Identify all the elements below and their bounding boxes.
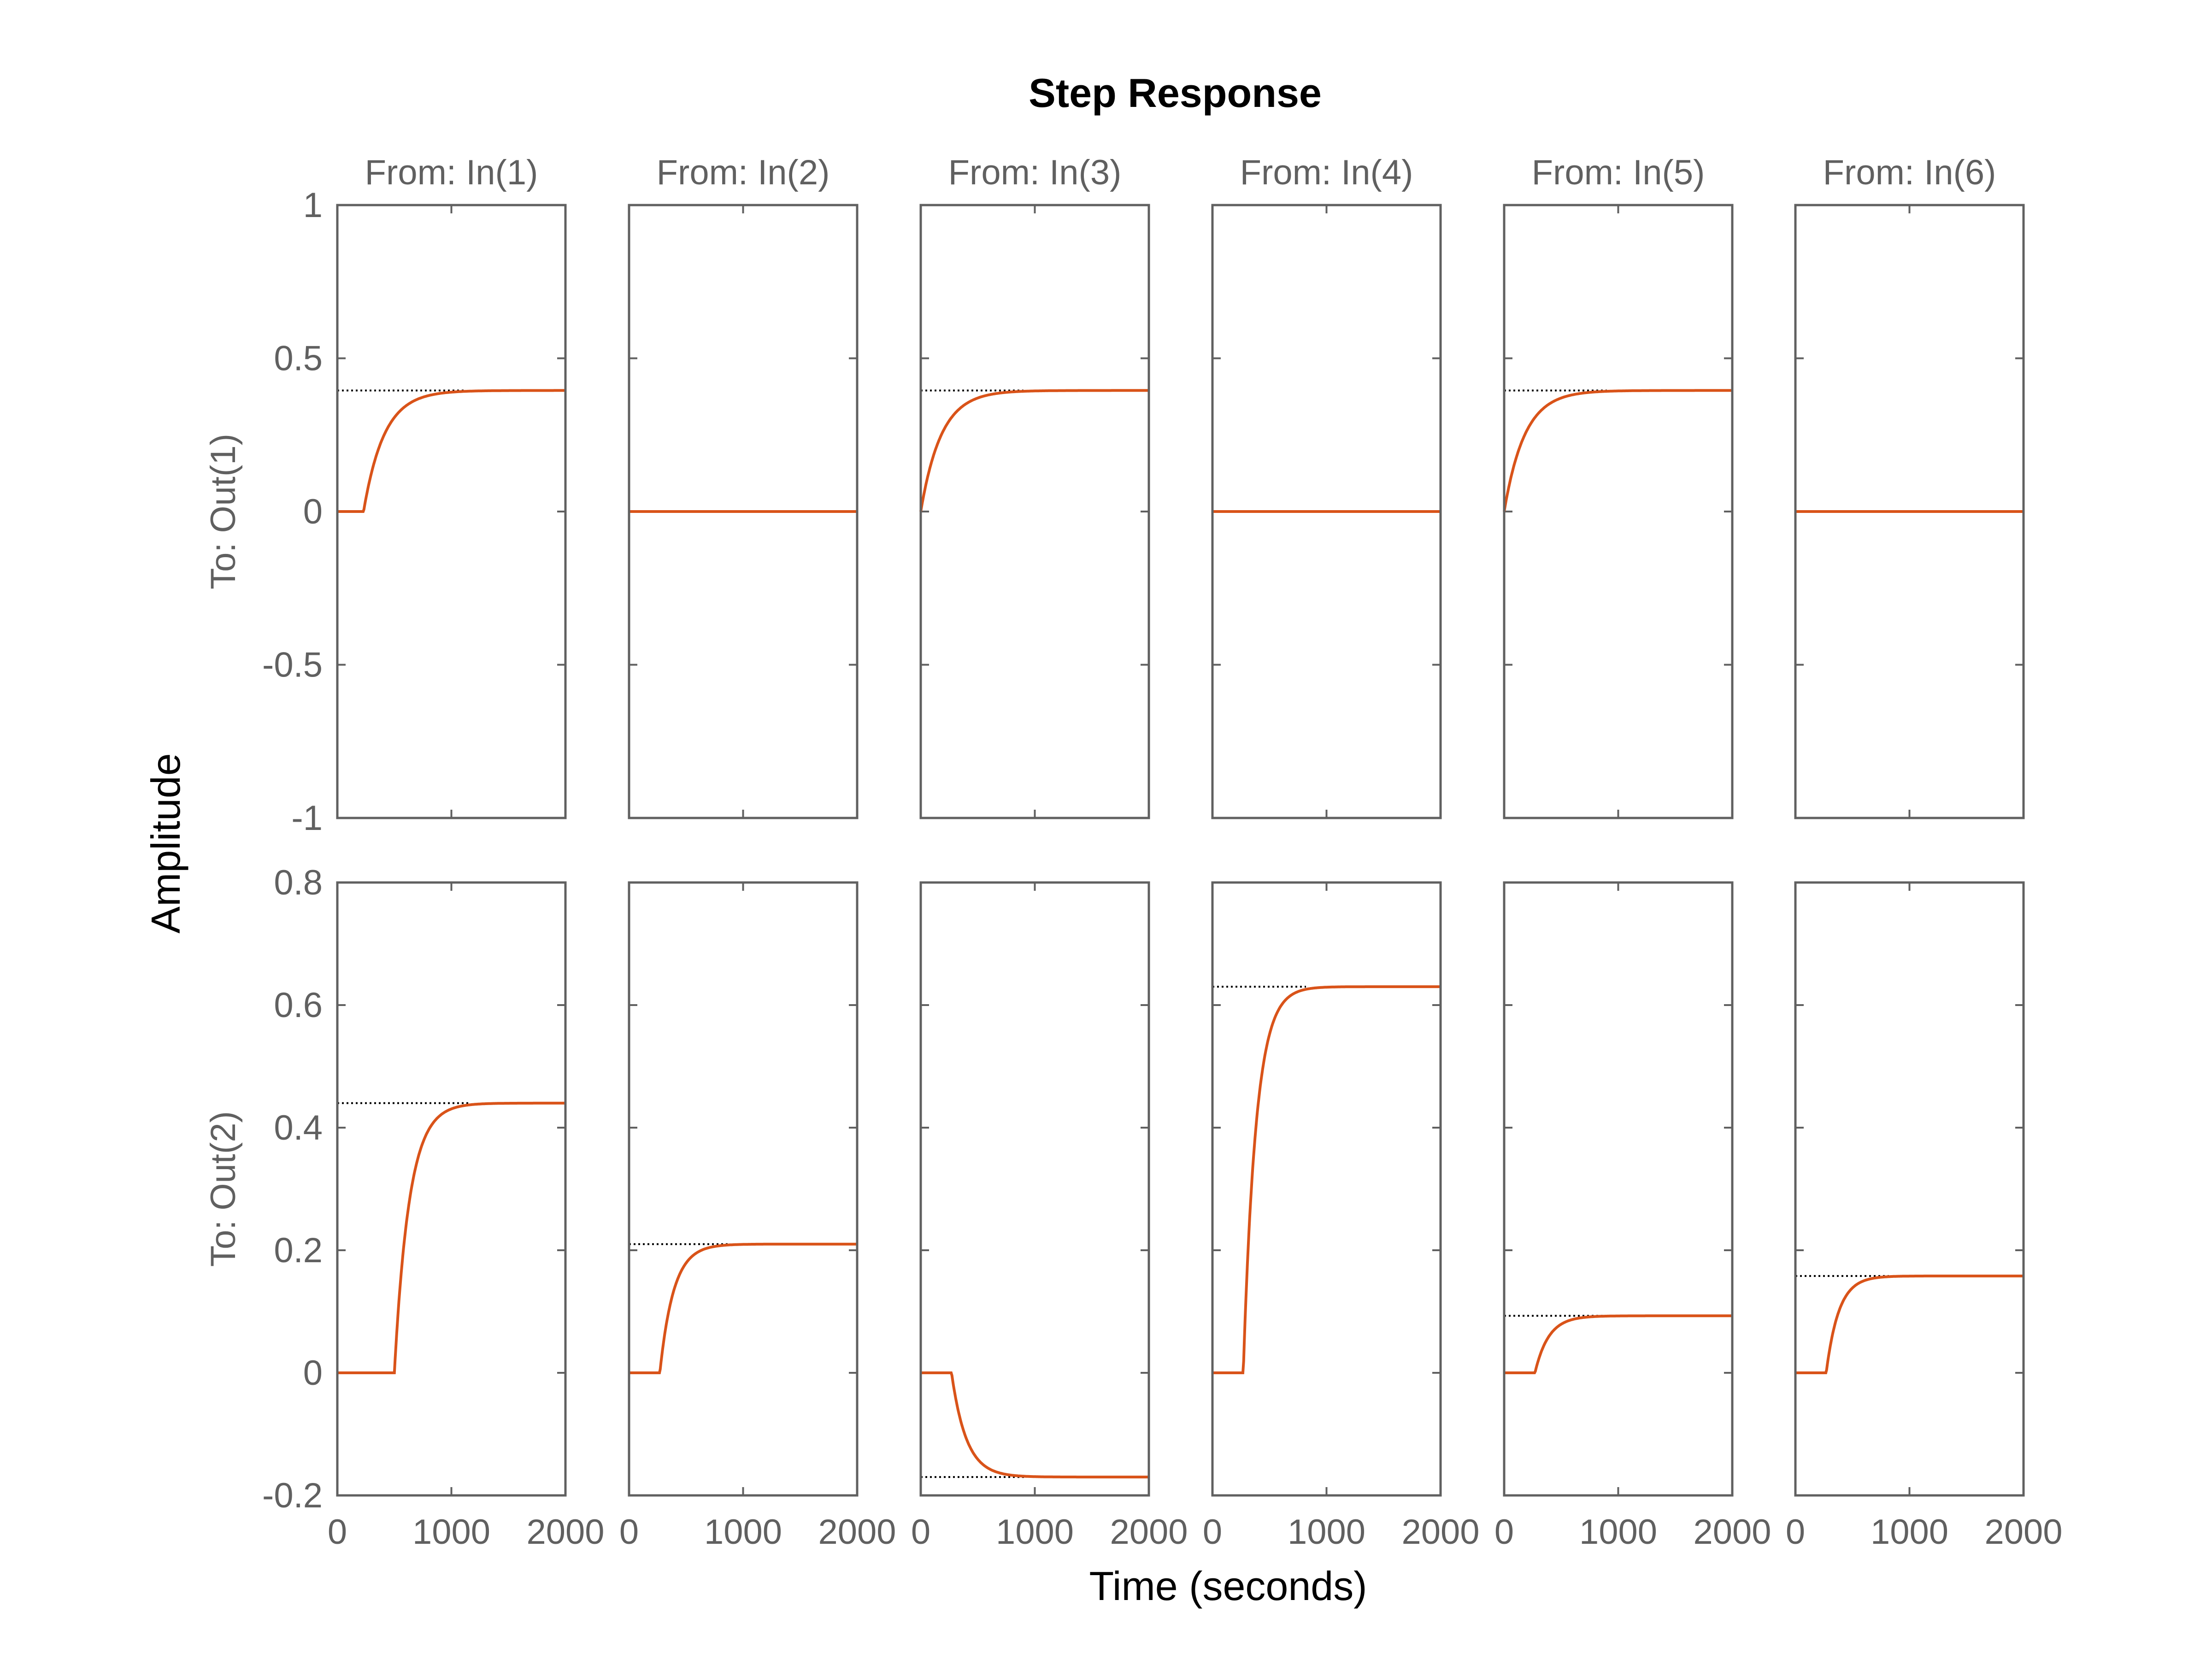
response-curve bbox=[1503, 389, 1732, 512]
subplot-out2-in1: 0 1000 2000 bbox=[328, 881, 605, 1552]
column-header-in1: From: In(1) bbox=[365, 153, 538, 192]
x-tick-label: 2000 bbox=[1401, 1512, 1479, 1552]
x-tick-label: 1000 bbox=[1288, 1512, 1365, 1552]
x-tick-label: 2000 bbox=[1693, 1512, 1771, 1552]
x-axis-label: Time (seconds) bbox=[1089, 1563, 1367, 1609]
column-header-in5: From: In(5) bbox=[1532, 153, 1705, 192]
y-tick-label: -0.5 bbox=[262, 646, 323, 685]
column-header-in2: From: In(2) bbox=[657, 153, 830, 192]
response-curve bbox=[629, 1242, 857, 1374]
y-tick-label: 1 bbox=[303, 186, 323, 225]
x-tick-label: 2000 bbox=[1984, 1512, 2062, 1552]
response-curve bbox=[919, 389, 1149, 512]
column-header-in6: From: In(6) bbox=[1823, 153, 1996, 192]
x-tick-label: 0 bbox=[328, 1512, 347, 1552]
y-tick-label: 0.8 bbox=[274, 863, 323, 902]
x-tick-label: 1000 bbox=[996, 1512, 1074, 1552]
x-tick-label: 0 bbox=[1203, 1512, 1222, 1552]
x-tick-label: 1000 bbox=[412, 1512, 490, 1552]
response-curve bbox=[337, 1101, 565, 1374]
subplot-out1-in3 bbox=[919, 204, 1150, 819]
y-tick-label: 0 bbox=[303, 1353, 323, 1393]
subplot-out2-in3: 0 1000 2000 bbox=[911, 881, 1188, 1552]
subplot-out1-in1 bbox=[336, 204, 567, 819]
chart-title: Step Response bbox=[1029, 70, 1322, 116]
axes-box bbox=[919, 204, 1150, 819]
y-tick-label: -1 bbox=[291, 799, 323, 838]
axes-box bbox=[1794, 204, 2025, 819]
axes-box bbox=[336, 881, 567, 1497]
axes-box bbox=[628, 881, 859, 1497]
axes-box bbox=[1503, 204, 1734, 819]
y-tick-label: -0.2 bbox=[262, 1476, 323, 1515]
axes-box bbox=[919, 881, 1150, 1497]
axes-box bbox=[628, 204, 859, 819]
x-tick-label: 1000 bbox=[704, 1512, 782, 1552]
row-label-out1: To: Out(1) bbox=[204, 434, 243, 589]
subplot-out1-in5 bbox=[1503, 204, 1734, 819]
subplot-grid: From: In(1) From: In(2) From: In(3) From: I… bbox=[204, 153, 2063, 1552]
axes-box bbox=[336, 204, 567, 819]
x-tick-label: 0 bbox=[619, 1512, 639, 1552]
subplot-out2-in2: 0 1000 2000 bbox=[619, 881, 896, 1552]
y-tick-label: 0.4 bbox=[274, 1108, 323, 1147]
x-tick-label: 2000 bbox=[818, 1512, 896, 1552]
axes-box bbox=[1211, 881, 1442, 1497]
subplot-out1-in6 bbox=[1794, 204, 2025, 819]
axes-box bbox=[1503, 881, 1734, 1497]
y-tick-label: 0.2 bbox=[274, 1231, 323, 1270]
x-tick-label: 0 bbox=[911, 1512, 930, 1552]
column-header-in4: From: In(4) bbox=[1240, 153, 1413, 192]
response-curve bbox=[1795, 1274, 2024, 1374]
subplot-out2-in4: 0 1000 2000 bbox=[1203, 881, 1480, 1552]
subplot-out1-in4 bbox=[1211, 204, 1442, 819]
subplot-out2-in5: 0 1000 2000 bbox=[1494, 881, 1771, 1552]
axes-box bbox=[1794, 881, 2025, 1497]
x-tick-label: 0 bbox=[1494, 1512, 1514, 1552]
x-tick-label: 1000 bbox=[1871, 1512, 1948, 1552]
axes-box bbox=[1211, 204, 1442, 819]
response-curve bbox=[1504, 1314, 1732, 1374]
subplot-out2-in6: 0 1000 2000 bbox=[1786, 881, 2063, 1552]
response-curve bbox=[1212, 985, 1441, 1374]
y-tick-label: 0 bbox=[303, 492, 323, 531]
x-tick-label: 0 bbox=[1786, 1512, 1805, 1552]
y-tick-label: 0.5 bbox=[274, 339, 323, 378]
y-axis-label: Amplitude bbox=[143, 753, 188, 933]
x-tick-label: 2000 bbox=[1110, 1512, 1188, 1552]
row-label-out2: To: Out(2) bbox=[204, 1111, 243, 1267]
response-curve bbox=[921, 1371, 1149, 1479]
subplot-out1-in2 bbox=[628, 204, 859, 819]
column-header-in3: From: In(3) bbox=[948, 153, 1122, 192]
response-curve bbox=[337, 389, 565, 513]
x-tick-label: 2000 bbox=[526, 1512, 604, 1552]
x-tick-label: 1000 bbox=[1579, 1512, 1657, 1552]
y-tick-label: 0.6 bbox=[274, 986, 323, 1025]
